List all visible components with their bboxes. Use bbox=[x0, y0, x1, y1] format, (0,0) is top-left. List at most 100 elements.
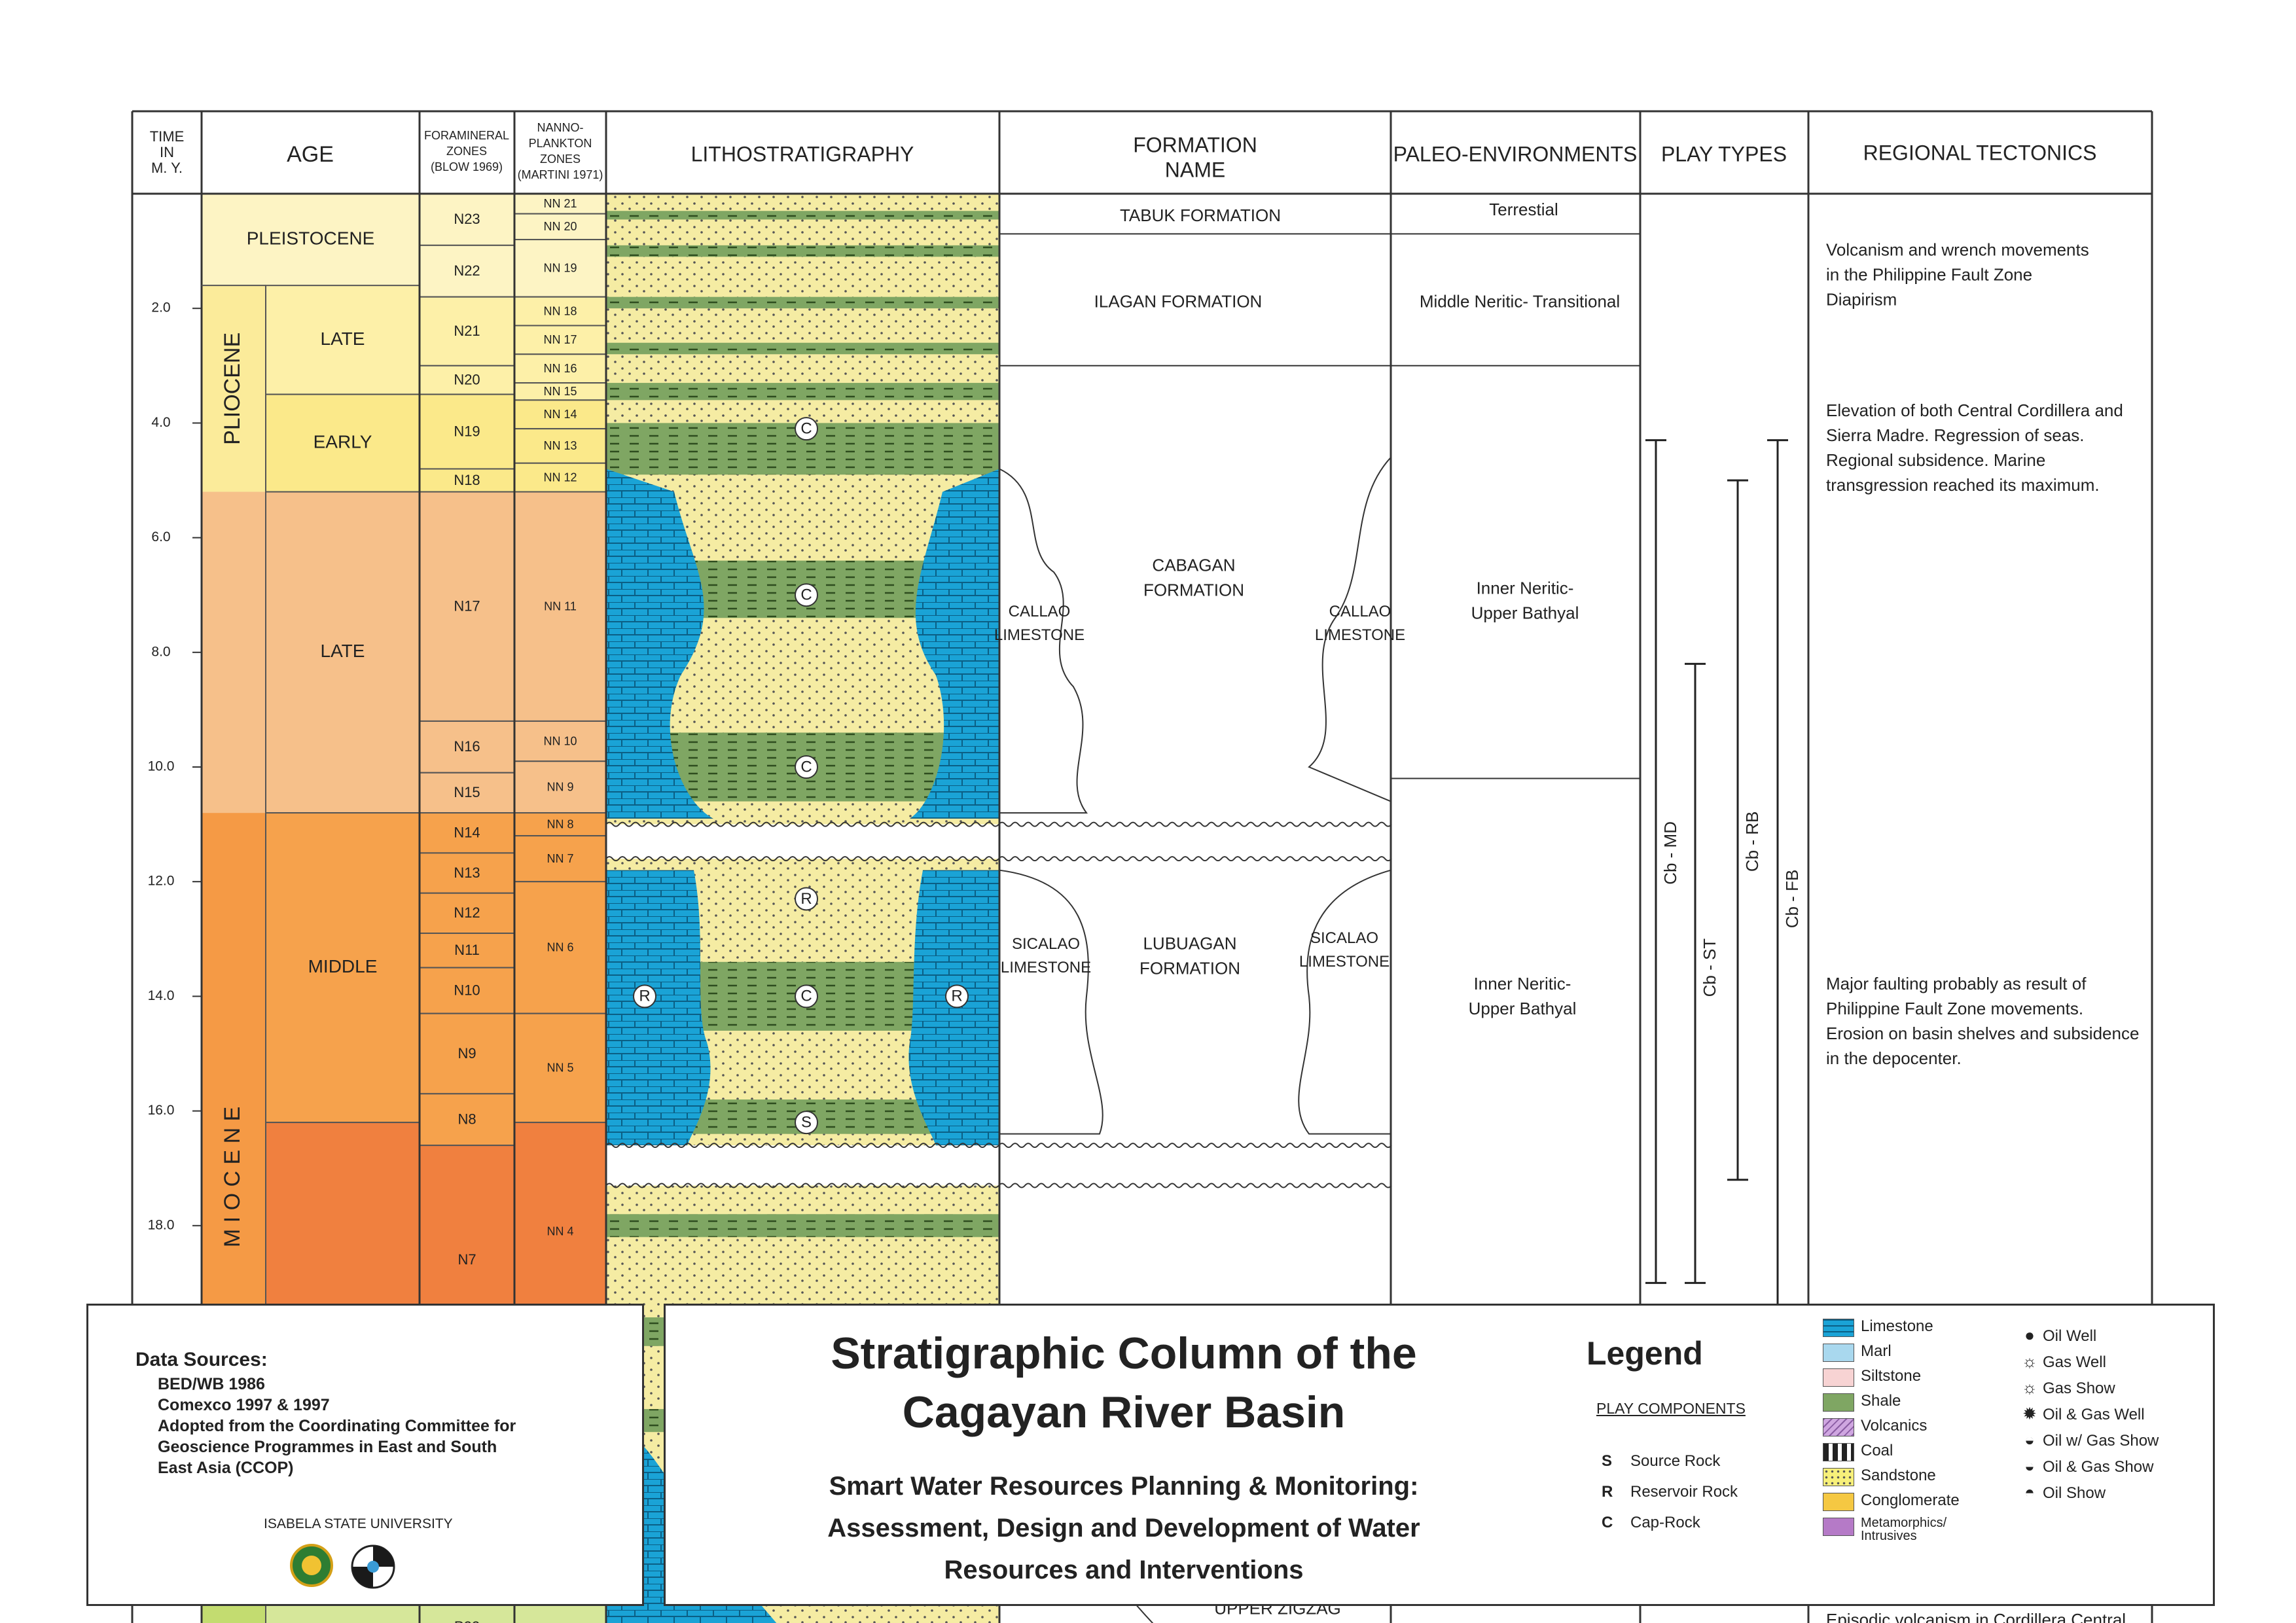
tectonics-text: Sierra Madre. Regression of seas. bbox=[1826, 425, 2085, 445]
subtitle-line: Resources and Interventions bbox=[944, 1556, 1304, 1584]
lithology-swatch bbox=[1823, 1344, 1854, 1362]
data-sources-list: BED/WB 1986 Comexco 1997 & 1997 Adopted … bbox=[158, 1374, 616, 1478]
nanno-zone-label: NN 14 bbox=[543, 408, 577, 421]
lithology-label: Coal bbox=[1861, 1442, 1893, 1459]
well-symbol-icon: ◒ bbox=[2024, 1456, 2035, 1476]
tectonics-text: in the depocenter. bbox=[1826, 1048, 1962, 1068]
lithology-swatch bbox=[1823, 1418, 1854, 1436]
play-marker-label: R bbox=[951, 988, 962, 1005]
paleo-label: Middle Neritic- Transitional bbox=[1420, 291, 1620, 311]
play-label: Cap-Rock bbox=[1630, 1514, 1700, 1531]
play-marker bbox=[795, 1111, 818, 1135]
formation-name: TABUK FORMATION bbox=[1120, 205, 1281, 225]
nanno-zone-label: NN 9 bbox=[547, 780, 573, 793]
legend-title: Legend bbox=[1587, 1335, 1703, 1372]
chart-title: Stratigraphic Column of the Cagayan Rive… bbox=[718, 1324, 1530, 1442]
foram-zone-label: N13 bbox=[454, 865, 480, 881]
lithology-swatch bbox=[1823, 1468, 1854, 1486]
paleo-label: Upper Bathyal bbox=[1471, 603, 1579, 622]
source-line: BED/WB 1986 bbox=[158, 1375, 265, 1393]
play-code: R bbox=[1602, 1483, 1613, 1501]
lithology-swatch bbox=[1823, 1368, 1854, 1387]
partner-logo-icon bbox=[351, 1544, 395, 1589]
source-line: Comexco 1997 & 1997 bbox=[158, 1396, 330, 1414]
lithology-label: Siltstone bbox=[1861, 1367, 1922, 1385]
foram-zone bbox=[419, 812, 515, 854]
play-code: S bbox=[1602, 1452, 1613, 1470]
nanno-zone-label: NN 19 bbox=[543, 262, 577, 275]
well-symbol-icon: ✹ bbox=[2022, 1404, 2037, 1423]
chart-title-line: Cagayan River Basin bbox=[902, 1387, 1346, 1437]
shale-bed bbox=[606, 296, 999, 309]
age-label: LATE bbox=[321, 329, 365, 349]
paleo-label: Upper Bathyal bbox=[1469, 999, 1577, 1018]
tectonics-text: transgression reached its maximum. bbox=[1826, 475, 2100, 495]
time-tick-label: 16.0 bbox=[148, 1103, 175, 1118]
epoch-band bbox=[202, 491, 266, 813]
time-header: TIME bbox=[150, 128, 185, 145]
age-cell bbox=[265, 812, 420, 1124]
play-marker-label: C bbox=[800, 758, 812, 776]
nanno-zone-label: NN 12 bbox=[543, 471, 577, 484]
formation-name: SICALAO bbox=[1012, 935, 1080, 953]
tectonics-text: Regional subsidence. Marine bbox=[1826, 450, 2045, 470]
formation-name: LUBUAGAN bbox=[1143, 933, 1236, 953]
foram-zone-label: N14 bbox=[454, 825, 480, 841]
foram-zone bbox=[419, 772, 515, 814]
foram-zone-label: N8 bbox=[457, 1111, 476, 1128]
age-header: AGE bbox=[287, 142, 334, 167]
nanno-zone bbox=[514, 720, 607, 762]
nanno-zone-label: NN 5 bbox=[547, 1061, 573, 1075]
nanno-zone-label: NN 17 bbox=[543, 333, 577, 346]
foram-zone-label: N20 bbox=[454, 372, 480, 388]
formation-name: LIMESTONE bbox=[1299, 953, 1390, 971]
lithology-label: Sandstone bbox=[1861, 1467, 1936, 1484]
play-type-label: Cb - FB bbox=[1782, 870, 1802, 929]
play-marker bbox=[945, 984, 969, 1008]
time-tick-label: 6.0 bbox=[151, 529, 170, 544]
tectonics-text: Volcanism and wrench movements bbox=[1826, 240, 2089, 259]
sicalao-outline bbox=[1298, 869, 1391, 1135]
paleo-label: Inner Neritic- bbox=[1477, 578, 1574, 597]
play-type-label: Cb - MD bbox=[1660, 821, 1680, 885]
play-header: PLAY TYPES bbox=[1661, 142, 1787, 166]
legend-source-rock: S Source Rock bbox=[1602, 1452, 1720, 1471]
paleo-label: Terrestial bbox=[1489, 200, 1558, 219]
play-marker-label: R bbox=[639, 988, 650, 1005]
time-tick-label: 10.0 bbox=[148, 759, 175, 774]
foram-header: ZONES bbox=[446, 145, 487, 158]
university-seal-icon bbox=[290, 1544, 333, 1587]
tectonics-text: in the Philippine Fault Zone bbox=[1826, 264, 2032, 284]
nanno-zone-label: NN 11 bbox=[544, 599, 577, 613]
paleo-header: PALEO-ENVIRONMENTS bbox=[1393, 142, 1638, 166]
epoch-label: PLEISTOCENE bbox=[247, 228, 375, 248]
epoch-band bbox=[202, 285, 266, 492]
epoch-label: M I O C E N E bbox=[220, 1107, 245, 1247]
play-marker-label: C bbox=[800, 988, 812, 1005]
nanno-zone-label: NN 21 bbox=[543, 197, 577, 210]
shale-bed bbox=[606, 211, 999, 220]
data-sources-heading: Data Sources: bbox=[135, 1349, 268, 1370]
university-name: ISABELA STATE UNIVERSITY bbox=[264, 1516, 453, 1531]
age-label: LATE bbox=[321, 641, 365, 661]
time-header: IN bbox=[160, 144, 174, 160]
play-label: Source Rock bbox=[1630, 1452, 1721, 1470]
time-tick-label: 4.0 bbox=[151, 415, 170, 430]
time-header: M. Y. bbox=[151, 160, 183, 176]
nanno-zone-label: NN 4 bbox=[547, 1224, 573, 1238]
foram-zone-label: N10 bbox=[454, 982, 480, 998]
sicalao-limestone-right bbox=[908, 870, 999, 1146]
callao-outline bbox=[999, 468, 1088, 814]
formation-name: CALLAO bbox=[1329, 603, 1391, 620]
well-symbol-icon: ☼ bbox=[2022, 1351, 2037, 1371]
well-label: Oil Well bbox=[2043, 1327, 2097, 1345]
nanno-header: PLANKTON bbox=[529, 137, 592, 150]
well-label: Oil w/ Gas Show bbox=[2043, 1432, 2159, 1450]
play-label: Reservoir Rock bbox=[1630, 1483, 1738, 1501]
lithology-label: Conglomerate bbox=[1861, 1491, 1960, 1509]
foram-header: FORAMINERAL bbox=[424, 129, 509, 142]
formation-name: FORMATION bbox=[1143, 580, 1244, 599]
nanno-zone-label: NN 15 bbox=[543, 385, 577, 398]
age-cell bbox=[265, 285, 420, 395]
nanno-zone-label: NN 13 bbox=[543, 439, 577, 452]
